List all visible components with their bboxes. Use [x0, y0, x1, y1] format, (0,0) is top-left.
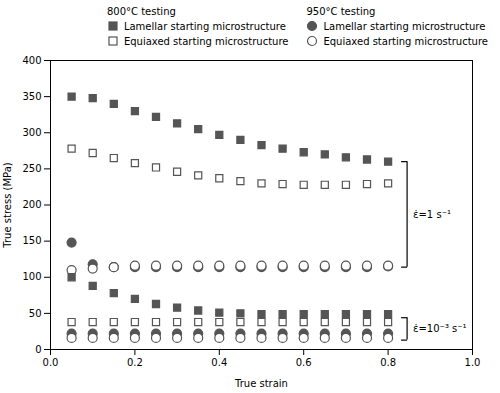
svg-text:True strain: True strain: [234, 378, 288, 389]
svg-text:0.6: 0.6: [296, 357, 312, 368]
svg-text:1.0: 1.0: [465, 357, 481, 368]
svg-text:0: 0: [35, 344, 41, 355]
svg-text:0.2: 0.2: [127, 357, 143, 368]
svg-text:ε̇=1 s⁻¹: ε̇=1 s⁻¹: [413, 209, 451, 220]
svg-text:True stress (MPa): True stress (MPa): [2, 162, 13, 248]
html-text:Equiaxed starting microstructu: Equiaxed starting microstructure: [123, 35, 289, 47]
html-text:Equiaxed starting microstructu: Equiaxed starting microstructure: [323, 35, 488, 47]
html-text:800°C testing: 800°C testing: [106, 5, 176, 17]
svg-text:100: 100: [22, 271, 41, 282]
svg-text:50: 50: [29, 308, 42, 319]
svg-text:0.8: 0.8: [380, 357, 396, 368]
svg-text:250: 250: [22, 163, 41, 174]
svg-text:400: 400: [22, 55, 41, 66]
svg-text:300: 300: [22, 127, 41, 138]
html-text:Lamellar starting microstructu: Lamellar starting microstructure: [323, 20, 486, 32]
svg-text:0.4: 0.4: [211, 357, 227, 368]
svg-text:0.0: 0.0: [43, 357, 59, 368]
svg-text:200: 200: [22, 199, 41, 210]
svg-text:ε̇=10⁻³ s⁻¹: ε̇=10⁻³ s⁻¹: [413, 323, 466, 334]
html-text:950°C testing: 950°C testing: [306, 5, 376, 17]
svg-text:150: 150: [22, 235, 41, 246]
svg-text:350: 350: [22, 91, 41, 102]
html-text:Lamellar starting microstructu: Lamellar starting microstructure: [123, 20, 286, 32]
